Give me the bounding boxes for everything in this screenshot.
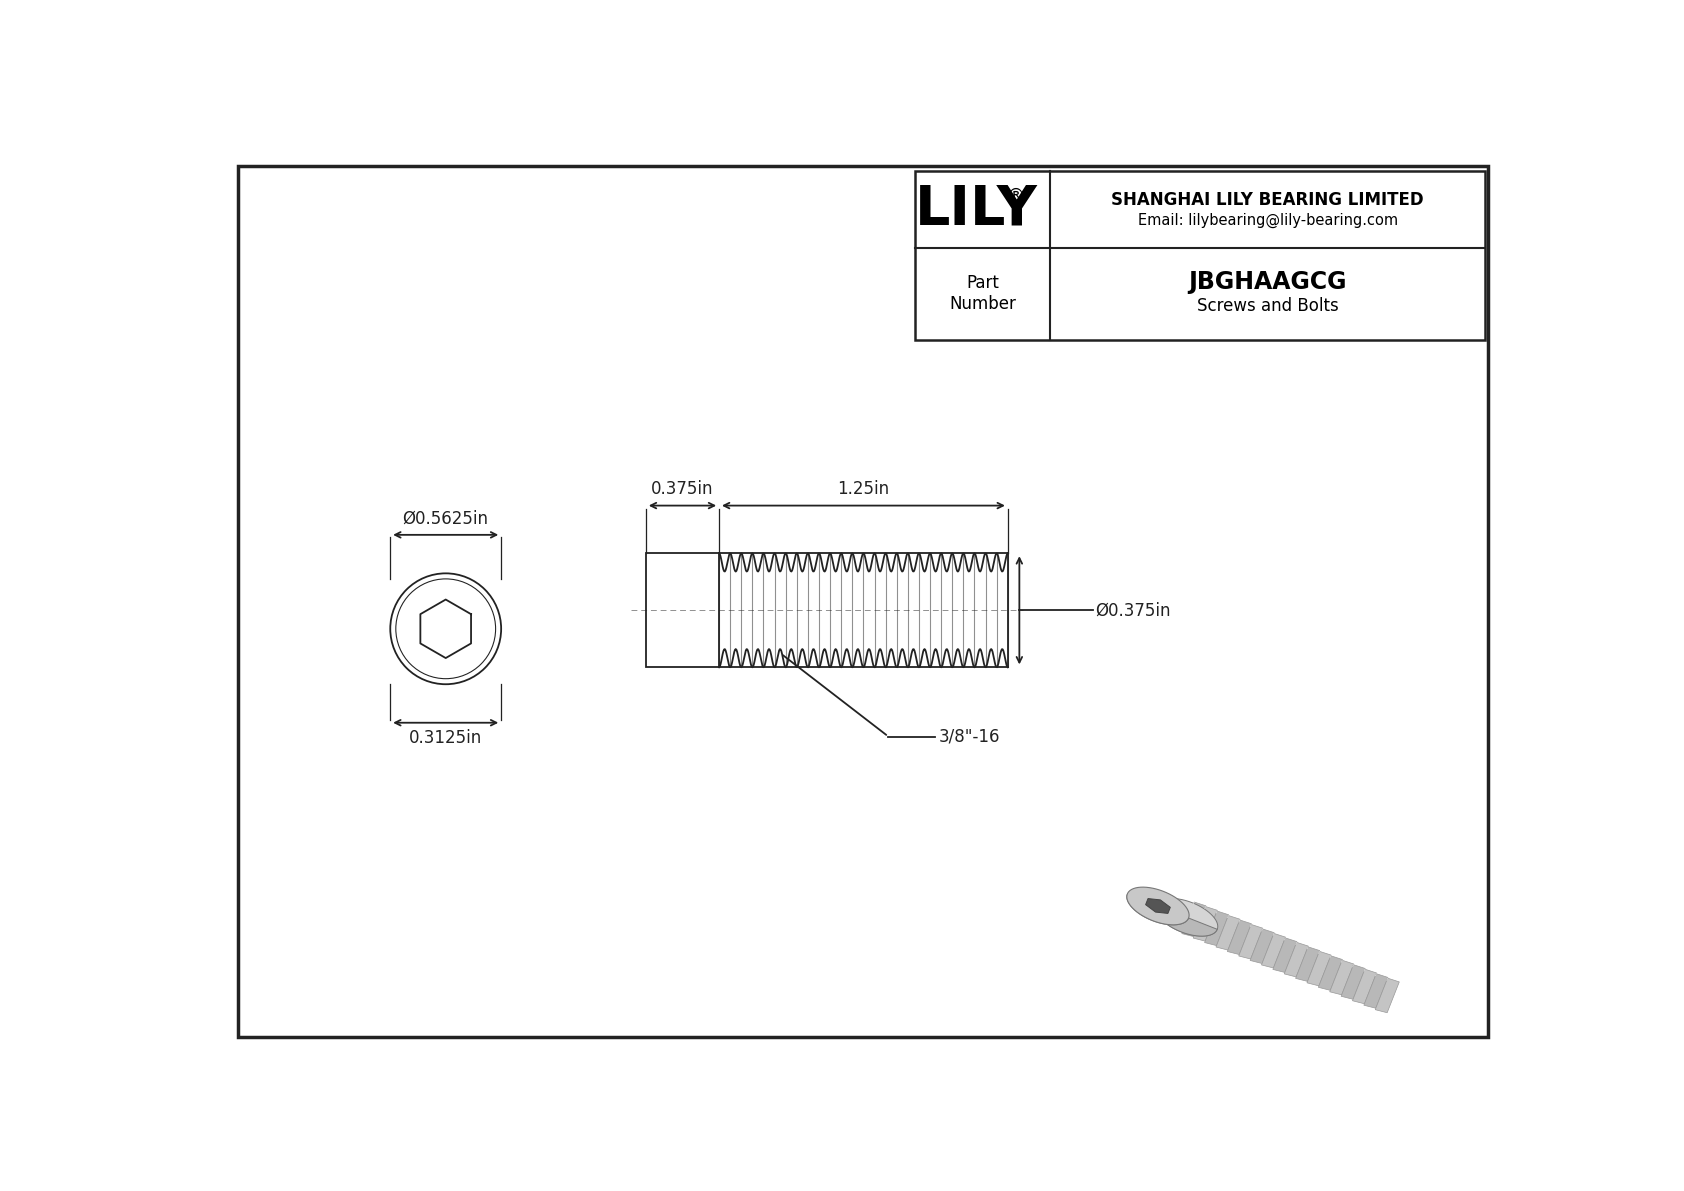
Polygon shape <box>1340 965 1366 999</box>
Polygon shape <box>1352 969 1376 1004</box>
Polygon shape <box>1285 942 1308 977</box>
Text: 3/8"-16: 3/8"-16 <box>938 728 1000 746</box>
Text: Ø0.375in: Ø0.375in <box>1095 601 1170 619</box>
Polygon shape <box>1273 937 1297 972</box>
Text: SHANGHAI LILY BEARING LIMITED: SHANGHAI LILY BEARING LIMITED <box>1111 191 1425 208</box>
Text: 1.25in: 1.25in <box>837 480 889 498</box>
Polygon shape <box>1239 924 1263 959</box>
Polygon shape <box>1250 929 1275 964</box>
Polygon shape <box>1228 919 1251 954</box>
Text: ®: ® <box>1005 186 1024 205</box>
Text: LILY: LILY <box>914 182 1037 236</box>
Polygon shape <box>1127 894 1218 936</box>
Polygon shape <box>1330 960 1354 994</box>
Text: Screws and Bolts: Screws and Bolts <box>1197 298 1339 316</box>
Text: JBGHAAGCG: JBGHAAGCG <box>1189 269 1347 293</box>
Text: Ø0.5625in: Ø0.5625in <box>402 509 488 528</box>
Polygon shape <box>1182 902 1206 936</box>
Bar <box>647 554 719 667</box>
Polygon shape <box>1216 916 1239 950</box>
Polygon shape <box>1155 898 1218 936</box>
Polygon shape <box>1127 887 1189 925</box>
Text: 0.3125in: 0.3125in <box>409 729 482 747</box>
Polygon shape <box>1261 934 1285 968</box>
Text: Part
Number: Part Number <box>950 274 1015 313</box>
Text: 0.375in: 0.375in <box>652 480 714 498</box>
Polygon shape <box>1295 947 1320 981</box>
Polygon shape <box>1376 978 1399 1012</box>
Polygon shape <box>1364 974 1388 1009</box>
Polygon shape <box>1307 952 1330 986</box>
Bar <box>916 170 1485 341</box>
Text: Email: lilybearing@lily-bearing.com: Email: lilybearing@lily-bearing.com <box>1138 212 1398 227</box>
Polygon shape <box>1319 955 1342 991</box>
Polygon shape <box>1204 911 1229 946</box>
Polygon shape <box>1194 906 1218 941</box>
Polygon shape <box>1145 898 1170 913</box>
